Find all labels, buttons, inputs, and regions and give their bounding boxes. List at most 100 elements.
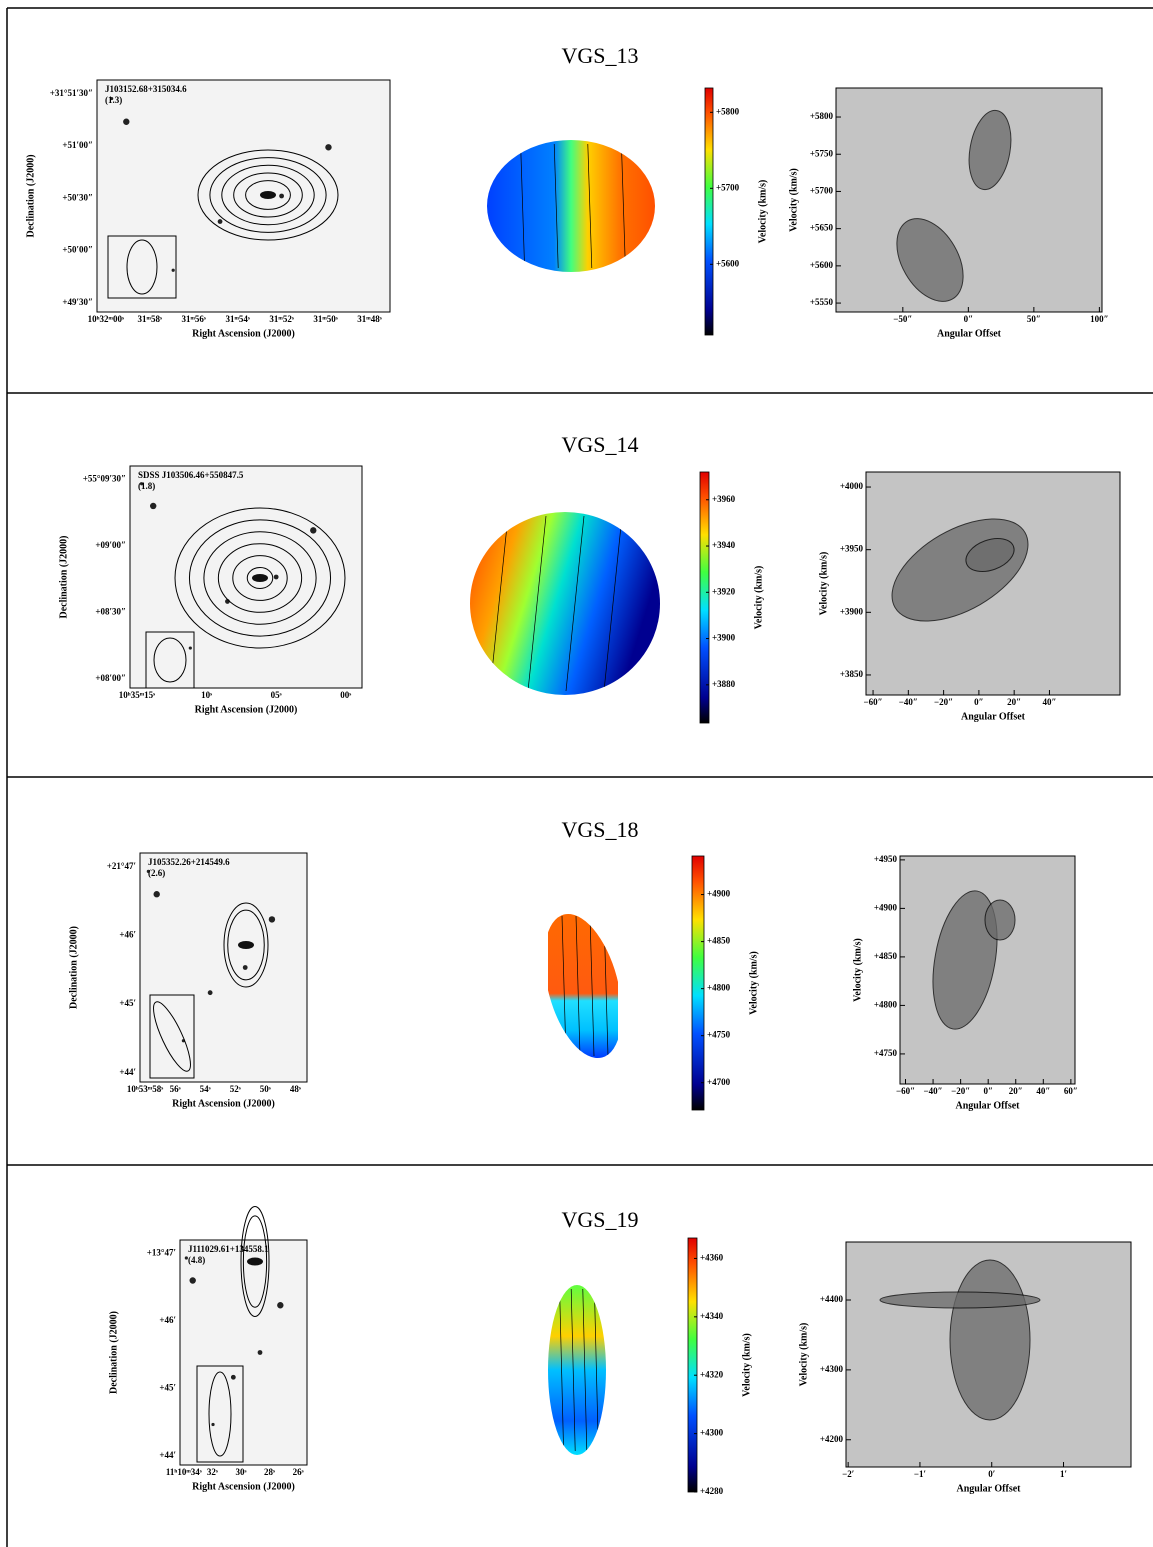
star [153,891,160,898]
panel-title: VGS_18 [561,817,638,842]
ra-tick-label: 05ˢ [271,690,282,700]
colorbar-tick-label: +3900 [712,633,736,643]
ra-tick-label: 31ᵐ58ˢ [138,314,162,324]
beam [126,239,158,295]
x-tick-label: −20″ [934,697,953,707]
beam-box [196,1365,244,1463]
ra-tick-label: 31ᵐ52ˢ [269,314,293,324]
ra-tick-label: 50ˢ [260,1084,271,1094]
x-tick-label: 0″ [974,697,984,707]
star [189,1277,196,1284]
dec-tick-label: +46′ [119,930,136,940]
colorbar-tick-label: +4800 [707,983,731,993]
y-axis-label: Declination (J2000) [58,535,69,618]
iso-velocity-contour [587,143,593,269]
y-tick-label: +4900 [874,902,898,912]
iso-velocity-contour [575,915,581,1057]
iso-velocity-contour [565,515,585,692]
colorbar [687,1237,698,1493]
x-axis-label: Angular Offset [961,711,1026,722]
star [188,646,192,650]
star [123,118,130,125]
hi-contour [209,157,327,233]
ra-tick-label: 52ˢ [230,1084,241,1094]
ra-tick-label: 31ᵐ48ˢ [357,314,381,324]
object-note: (2.6) [148,868,165,878]
hi-contour [245,180,291,210]
x-tick-label: −1′ [914,1469,926,1479]
y-tick-label: +4300 [820,1364,844,1374]
star [230,1374,236,1380]
colorbar-tick-label: +3920 [712,586,736,596]
colorbar [691,855,705,1111]
star [150,502,157,510]
colorbar-tick-label: +3940 [712,540,736,550]
pv-diagram [835,87,1103,313]
optical-image [96,79,391,313]
dec-tick-label: +45′ [119,998,136,1008]
galaxy [247,1257,263,1266]
x-axis-label: Angular Offset [956,1100,1021,1111]
ra-tick-label: 31ᵐ54ˢ [225,314,249,324]
pv-emission [879,1291,1041,1309]
star [140,482,144,486]
y-tick-label: +5750 [810,148,834,158]
y-tick-label: +4750 [874,1048,898,1058]
beam-box [149,994,195,1079]
y-tick-label: +5800 [810,111,834,121]
colorbar-tick-label: +4340 [700,1311,724,1321]
star [146,869,150,873]
y-tick-label: +5650 [810,223,834,233]
ra-tick-label: 10ˢ [201,690,212,700]
panel-title: VGS_19 [561,1207,638,1232]
object-name: J111029.61+134558.1 [188,1244,269,1254]
hi-contour [203,531,317,625]
iso-velocity-contour [561,915,567,1057]
ra-tick-label: 48ˢ [290,1084,301,1094]
star [279,193,284,199]
star [310,527,317,534]
colorbar-tick-label: +5600 [716,258,740,268]
x-axis-label: Right Ascension (J2000) [172,1098,275,1109]
pv-emission [968,109,1012,191]
pv-emission [984,899,1016,941]
star [242,965,248,970]
dec-tick-label: +31°51′30″ [50,88,93,98]
dec-tick-label: +50′00″ [62,245,93,255]
star [207,990,213,996]
x-tick-label: −50″ [893,314,912,324]
y-tick-label: +4200 [820,1434,844,1444]
pv-emission [949,1259,1031,1421]
dec-tick-label: +51′00″ [62,140,93,150]
object-note: (4.8) [188,1255,205,1265]
pv-emission [896,218,964,302]
x-tick-label: 40″ [1036,1086,1050,1096]
x-axis-label: Right Ascension (J2000) [192,1481,295,1492]
velocity-field [470,512,660,695]
hi-contour [227,909,265,981]
x-tick-label: 50″ [1027,314,1041,324]
iso-velocity-contour [589,915,595,1057]
ra-tick-label: 00ˢ [340,690,351,700]
iso-velocity-contour [489,515,509,692]
galaxy [260,191,276,199]
star [257,1350,263,1355]
ra-tick-label: 54ˢ [200,1084,211,1094]
dec-tick-label: +08′00″ [95,673,126,683]
object-name: J103152.68+315034.6 [105,84,187,94]
dec-tick-label: +13°47′ [147,1248,176,1258]
hi-contour [174,507,346,649]
pv-emission [932,890,998,1030]
y-tick-label: +5600 [810,260,834,270]
hi-contour [221,164,315,226]
x-tick-label: −2′ [842,1469,854,1479]
dec-tick-label: +55°09′30″ [83,473,126,483]
x-tick-label: −40″ [924,1086,943,1096]
x-tick-label: 0″ [983,1086,993,1096]
hi-contour [240,1206,270,1318]
colorbar-tick-label: +4700 [707,1077,731,1087]
y-tick-label: +3850 [840,669,864,679]
y-tick-label: +3900 [840,606,864,616]
hi-contour [197,149,339,241]
